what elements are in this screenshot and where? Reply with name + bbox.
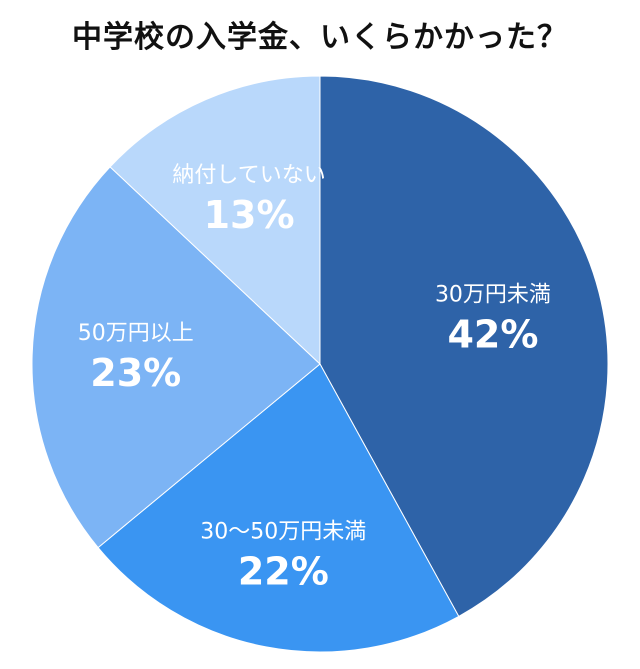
slice-category-label: 納付していない xyxy=(172,163,325,188)
pie-slice xyxy=(97,363,460,653)
slice-category-label: 50万円以上 xyxy=(78,321,194,346)
pie-slice xyxy=(31,166,321,549)
chart-title: 中学校の入学金、いくらかかった？ xyxy=(72,20,568,55)
slice-value-label: 42% xyxy=(447,313,538,357)
slice-value-label: 22% xyxy=(238,549,329,593)
slice-value-label: 23% xyxy=(90,351,181,395)
slice-category-label: 30万円未満 xyxy=(435,283,551,308)
pie-slice xyxy=(109,75,321,366)
pie-slice xyxy=(319,75,609,618)
slice-category-label: 30〜50万円未満 xyxy=(200,519,366,544)
slice-value-label: 13% xyxy=(204,193,295,237)
